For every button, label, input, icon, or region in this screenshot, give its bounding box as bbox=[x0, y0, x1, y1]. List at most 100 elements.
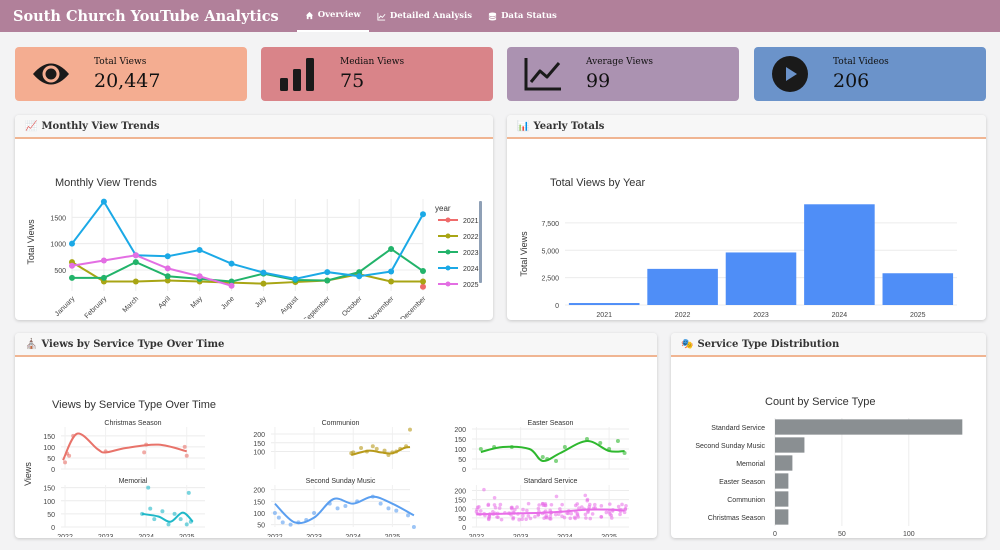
y-tick-label: 50 bbox=[47, 512, 55, 519]
kpi-total-views: Total Views 20,447 bbox=[15, 47, 247, 101]
data-point bbox=[132, 252, 139, 259]
data-point bbox=[521, 513, 525, 518]
tab-overview[interactable]: Overview bbox=[296, 0, 369, 32]
monthly-trends-chart[interactable]: Monthly View Trends Total Views year 500… bbox=[15, 139, 493, 320]
data-point bbox=[537, 503, 541, 507]
data-point bbox=[420, 278, 426, 285]
x-tick-label: 2022 bbox=[267, 534, 283, 537]
data-point bbox=[593, 502, 597, 507]
kpi-average-views: Average Views 99 bbox=[507, 47, 739, 101]
y-tick-label: 150 bbox=[43, 434, 55, 441]
data-point bbox=[411, 525, 416, 529]
data-point bbox=[386, 506, 391, 511]
legend[interactable]: 2021 2022 2023 2024 2025 bbox=[438, 217, 479, 290]
y-tick-label: 7,500 bbox=[541, 221, 559, 228]
data-point bbox=[528, 516, 533, 521]
legend-label: 2023 bbox=[463, 250, 479, 257]
data-point bbox=[493, 505, 498, 510]
x-tick-label: 2025 bbox=[601, 534, 617, 537]
line-chart-icon bbox=[523, 54, 563, 94]
chart-title: Views by Service Type Over Time bbox=[52, 399, 216, 411]
data-point bbox=[228, 282, 235, 289]
chart-bars bbox=[775, 419, 963, 525]
data-point bbox=[492, 495, 497, 500]
service-type-distribution-card: 🎭 Service Type Distribution Count by Ser… bbox=[671, 333, 986, 538]
legend-label: 2021 bbox=[463, 218, 479, 225]
data-point bbox=[164, 277, 171, 284]
data-point bbox=[525, 508, 529, 513]
bar bbox=[775, 419, 963, 435]
legend-marker bbox=[445, 249, 451, 255]
card-title: Views by Service Type Over Time bbox=[41, 338, 225, 350]
y-tick-label: Communion bbox=[727, 497, 765, 504]
y-tick-label: 150 bbox=[454, 437, 466, 444]
x-tick-label: 2023 bbox=[753, 312, 769, 319]
data-point bbox=[276, 515, 281, 520]
data-point bbox=[577, 506, 581, 510]
data-point bbox=[100, 257, 107, 264]
data-point bbox=[343, 504, 348, 508]
service-type-distribution-chart[interactable]: Count by Service Type Count 050100Standa… bbox=[671, 357, 986, 538]
legend-label: 2024 bbox=[463, 266, 479, 273]
x-tick-label: 2024 bbox=[557, 534, 573, 537]
data-point bbox=[152, 517, 157, 522]
tab-detailed-analysis[interactable]: Detailed Analysis bbox=[369, 0, 480, 32]
data-point bbox=[228, 278, 235, 285]
data-point bbox=[513, 507, 517, 512]
data-point bbox=[132, 259, 139, 266]
legend-marker bbox=[445, 281, 451, 287]
data-point bbox=[587, 502, 592, 507]
data-point bbox=[420, 268, 426, 275]
data-point bbox=[148, 506, 153, 511]
x-tick-label: 2021 bbox=[596, 312, 612, 319]
trend-curve bbox=[480, 439, 625, 463]
data-point bbox=[478, 509, 483, 513]
trend-curve bbox=[476, 508, 625, 516]
data-point bbox=[63, 460, 68, 465]
app-title[interactable]: South Church YouTube Analytics bbox=[13, 7, 279, 25]
x-tick-label: 2025 bbox=[179, 534, 195, 537]
data-point bbox=[624, 503, 628, 508]
data-point bbox=[359, 446, 364, 450]
data-point bbox=[618, 512, 622, 517]
y-tick-label: 200 bbox=[454, 427, 466, 434]
x-tick-label: May bbox=[190, 295, 205, 310]
data-point bbox=[146, 485, 151, 490]
x-tick-label: April bbox=[157, 295, 172, 310]
data-point bbox=[607, 502, 612, 506]
bar-2022 bbox=[647, 268, 718, 305]
data-point bbox=[196, 246, 203, 253]
kpi-label: Median Views bbox=[340, 56, 405, 67]
legend-scrollbar[interactable] bbox=[479, 201, 482, 283]
data-point bbox=[556, 512, 561, 517]
data-point bbox=[496, 515, 500, 520]
trend-curve bbox=[141, 511, 194, 523]
x-tick-label: 2023 bbox=[513, 534, 529, 537]
y-tick-label: 1500 bbox=[50, 215, 66, 222]
data-point bbox=[324, 277, 331, 284]
service-type-time-chart[interactable]: Views by Service Type Over Time Views Ch… bbox=[15, 357, 657, 538]
home-icon bbox=[305, 11, 313, 19]
data-point bbox=[164, 273, 171, 280]
tab-data-status[interactable]: Data Status bbox=[480, 0, 565, 32]
data-point bbox=[260, 269, 267, 276]
yearly-totals-chart[interactable]: Total Views by Year Total Views 0 2,500 5,… bbox=[507, 139, 986, 319]
y-tick-label: 50 bbox=[47, 456, 55, 463]
data-point bbox=[420, 211, 426, 218]
data-point bbox=[172, 511, 177, 516]
data-point bbox=[378, 501, 383, 506]
data-point bbox=[370, 444, 375, 449]
data-point bbox=[272, 511, 277, 515]
y-tick-label: Christmas Season bbox=[708, 515, 765, 522]
kpi-label: Total Videos bbox=[833, 56, 889, 67]
data-point bbox=[186, 490, 191, 495]
data-point bbox=[382, 448, 387, 453]
facet-title: Second Sunday Music bbox=[306, 478, 376, 485]
y-tick-label: 200 bbox=[253, 488, 265, 495]
y-tick-label: 100 bbox=[454, 507, 466, 514]
y-tick-label: 0 bbox=[51, 525, 55, 532]
top-navbar: South Church YouTube Analytics Overview … bbox=[0, 0, 1000, 32]
card-header: 📊 Yearly Totals bbox=[507, 115, 986, 139]
monthly-trends-card: 📈 Monthly View Trends Monthly View Trend… bbox=[15, 115, 493, 320]
bar bbox=[775, 437, 805, 453]
